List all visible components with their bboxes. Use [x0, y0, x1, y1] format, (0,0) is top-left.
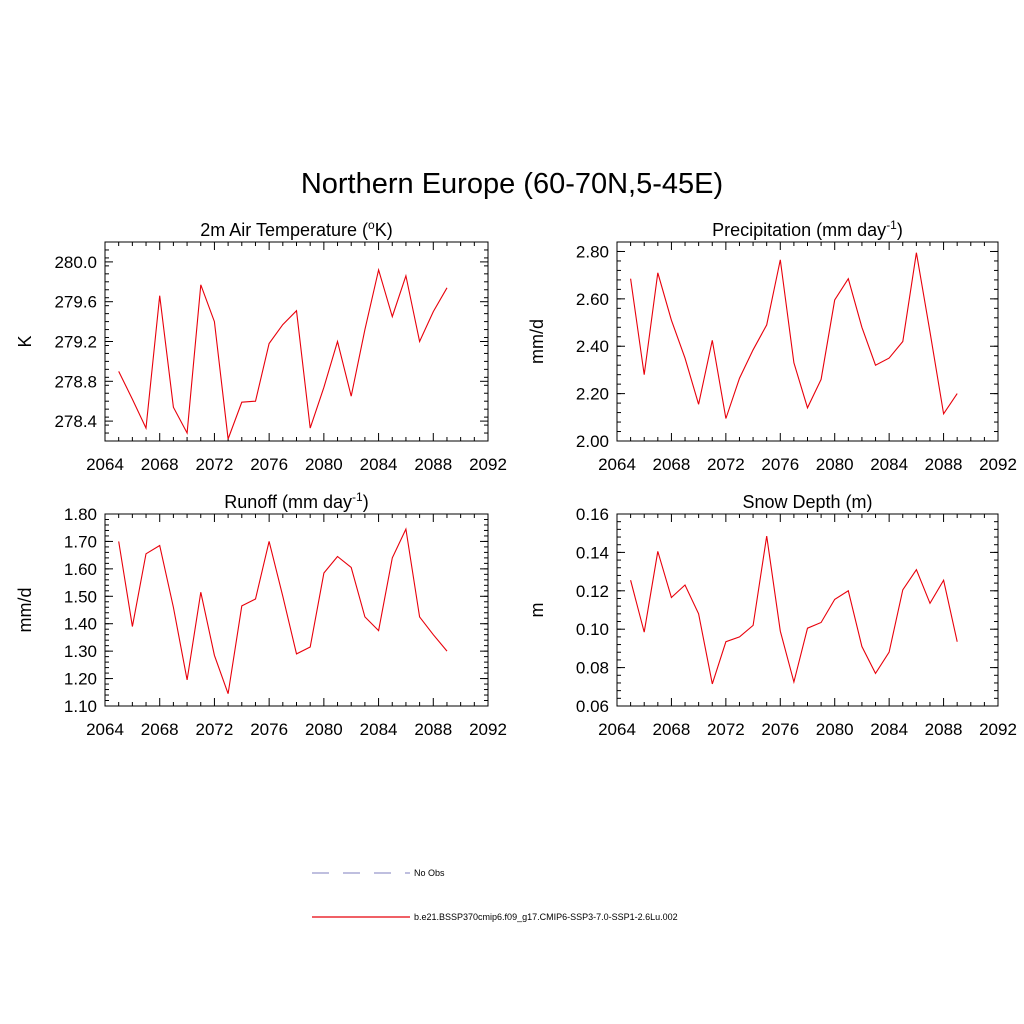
x-tick-label: 2076	[761, 720, 799, 739]
y-tick-label: 1.80	[64, 505, 97, 524]
y-tick-label: 0.06	[576, 697, 609, 716]
plot-frame	[616, 513, 999, 707]
series-line	[118, 267, 448, 440]
y-tick-label: 1.30	[64, 642, 97, 661]
series-line	[118, 527, 448, 694]
x-tick-label: 2076	[250, 455, 288, 474]
plot-frame	[104, 513, 489, 707]
x-tick-label: 2072	[196, 720, 234, 739]
x-tick-label: 2072	[707, 455, 745, 474]
x-tick-label: 2068	[141, 720, 179, 739]
x-tick-label: 2068	[653, 720, 691, 739]
y-tick-label: 0.08	[576, 659, 609, 678]
x-tick-label: 2084	[360, 455, 398, 474]
x-tick-label: 2080	[816, 720, 854, 739]
x-tick-label: 2072	[196, 455, 234, 474]
legend: No Obs b.e21.BSSP370cmip6.f09_g17.CMIP6-S…	[312, 868, 678, 922]
plot-frame	[104, 241, 489, 442]
y-tick-label: 2.60	[576, 290, 609, 309]
panel-1: 2064 2068 2072 2076 2080 2084 2088 2092 278.4 278…	[15, 218, 507, 474]
y-axis-label: m	[527, 603, 547, 618]
y-tick-label: 2.40	[576, 337, 609, 356]
panel-3: 2064 2068 2072 2076 2080 2084 2088 2092 1.10 1.20…	[15, 490, 507, 739]
x-tick-label: 2064	[598, 455, 636, 474]
panel-title: 2m Air Temperature (oK)	[200, 218, 392, 240]
x-tick-label: 2092	[469, 720, 507, 739]
x-tick-label: 2088	[414, 455, 452, 474]
y-tick-label: 0.10	[576, 620, 609, 639]
legend-label: No Obs	[414, 868, 445, 878]
y-tick-label: 278.8	[54, 372, 97, 391]
y-tick-label: 278.4	[54, 412, 97, 431]
x-tick-label: 2064	[86, 455, 124, 474]
x-tick-label: 2076	[761, 455, 799, 474]
y-tick-label: 0.12	[576, 582, 609, 601]
x-tick-label: 2088	[414, 720, 452, 739]
panel-title: Precipitation (mm day-1)	[712, 218, 903, 240]
y-tick-label: 279.2	[54, 333, 97, 352]
series-line	[630, 536, 958, 685]
panel-4: 2064 2068 2072 2076 2080 2084 2088 2092 0.06 0.08…	[527, 492, 1017, 739]
y-tick-label: 279.6	[54, 293, 97, 312]
figure-title: Northern Europe (60-70N,5-45E)	[300, 168, 724, 200]
x-tick-label: 2064	[598, 720, 636, 739]
x-tick-label: 2092	[979, 720, 1017, 739]
x-tick-label: 2084	[360, 720, 398, 739]
y-tick-label: 1.20	[64, 670, 97, 689]
x-tick-label: 2080	[305, 720, 343, 739]
x-tick-label: 2088	[925, 455, 963, 474]
y-axis-label: mm/d	[15, 588, 35, 633]
panel-title: Runoff (mm day-1)	[224, 490, 368, 512]
x-tick-label: 2080	[816, 455, 854, 474]
y-tick-label: 1.70	[64, 532, 97, 551]
x-tick-label: 2092	[469, 455, 507, 474]
y-tick-label: 0.16	[576, 505, 609, 524]
series-line	[630, 252, 958, 419]
y-tick-label: 2.00	[576, 432, 609, 451]
legend-label: b.e21.BSSP370cmip6.f09_g17.CMIP6-SSP3-7.…	[414, 912, 678, 922]
y-tick-label: 1.60	[64, 560, 97, 579]
x-tick-label: 2080	[305, 455, 343, 474]
y-axis-label: K	[15, 335, 35, 347]
y-tick-label: 280.0	[54, 253, 97, 272]
x-tick-label: 2068	[141, 455, 179, 474]
x-tick-label: 2088	[925, 720, 963, 739]
x-tick-label: 2084	[870, 720, 908, 739]
y-tick-label: 1.50	[64, 587, 97, 606]
plot-frame	[616, 241, 999, 442]
x-tick-label: 2064	[86, 720, 124, 739]
x-tick-label: 2068	[653, 455, 691, 474]
x-tick-label: 2084	[870, 455, 908, 474]
x-tick-label: 2072	[707, 720, 745, 739]
y-axis-label: mm/d	[527, 319, 547, 364]
y-tick-label: 1.10	[64, 697, 97, 716]
panel-2: 2064 2068 2072 2076 2080 2084 2088 2092 2.00 2.20…	[527, 218, 1017, 474]
y-tick-label: 1.40	[64, 615, 97, 634]
y-tick-label: 0.14	[576, 543, 609, 562]
x-tick-label: 2076	[250, 720, 288, 739]
y-tick-label: 2.80	[576, 242, 609, 261]
y-tick-label: 2.20	[576, 385, 609, 404]
panel-title: Snow Depth (m)	[742, 492, 872, 512]
x-tick-label: 2092	[979, 455, 1017, 474]
